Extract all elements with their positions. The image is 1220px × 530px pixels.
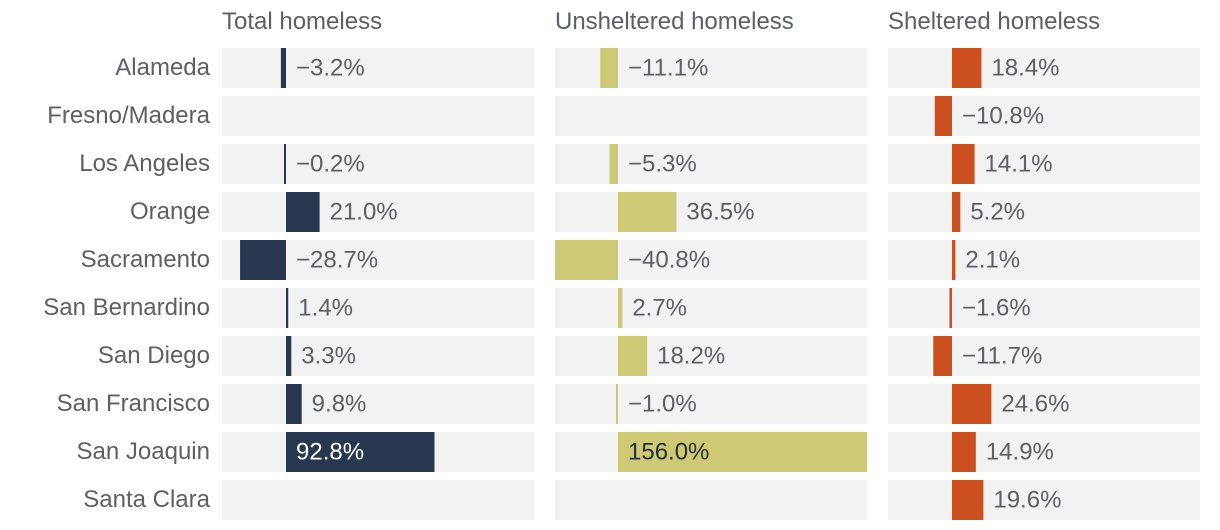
value-label-total-homeless-san-francisco: 9.8% [312, 391, 367, 418]
row-background [555, 192, 867, 232]
row-label-san-joaquin: San Joaquin [76, 438, 210, 465]
row-background [888, 288, 1200, 328]
bar-total-homeless-sacramento [240, 240, 286, 280]
value-label-total-homeless-alameda: −3.2% [296, 55, 365, 82]
value-label-unsheltered-homeless-los-angeles: −5.3% [628, 151, 697, 178]
row-background [888, 48, 1200, 88]
row-label-orange: Orange [129, 198, 210, 225]
row-background [888, 432, 1200, 472]
bar-sheltered-homeless-los-angeles [952, 144, 975, 184]
value-label-unsheltered-homeless-alameda: −11.1% [628, 55, 708, 82]
row-background [222, 288, 534, 328]
value-label-total-homeless-san-bernardino: 1.4% [298, 295, 353, 322]
panel-title-sheltered: Sheltered homeless [888, 8, 1101, 35]
value-label-sheltered-homeless-fresno-madera: −10.8% [962, 103, 1044, 130]
row-background [555, 288, 867, 328]
bar-total-homeless-san-joaquin [286, 432, 435, 472]
row-label-san-francisco: San Francisco [56, 390, 210, 417]
value-label-sheltered-homeless-alameda: 18.4% [991, 55, 1059, 82]
value-label-total-homeless-san-joaquin: 92.8% [296, 439, 364, 466]
row-background [888, 480, 1200, 520]
bar-total-homeless-san-diego [286, 336, 292, 376]
value-label-sheltered-homeless-sacramento: 2.1% [965, 247, 1020, 274]
row-label-alameda: Alameda [115, 54, 210, 81]
bar-sheltered-homeless-alameda [952, 48, 982, 88]
row-background [888, 240, 1200, 280]
bar-unsheltered-homeless-san-diego [618, 336, 648, 376]
row-background [888, 144, 1200, 184]
value-label-sheltered-homeless-orange: 5.2% [970, 199, 1025, 226]
row-background [222, 480, 534, 520]
bar-sheltered-homeless-san-joaquin [952, 432, 976, 472]
row-label-san-diego: San Diego [97, 342, 210, 369]
bar-unsheltered-homeless-san-joaquin [618, 432, 867, 472]
value-label-sheltered-homeless-san-bernardino: −1.6% [962, 295, 1031, 322]
row-background [222, 384, 534, 424]
value-label-total-homeless-orange: 21.0% [330, 199, 398, 226]
value-label-unsheltered-homeless-san-joaquin: 156.0% [628, 439, 709, 466]
value-label-sheltered-homeless-santa-clara: 19.6% [993, 487, 1061, 514]
row-background [555, 384, 867, 424]
bar-sheltered-homeless-san-bernardino [949, 288, 952, 328]
row-background [222, 144, 534, 184]
bar-total-homeless-san-bernardino [286, 288, 289, 328]
value-label-total-homeless-san-diego: 3.3% [301, 343, 356, 370]
bar-unsheltered-homeless-san-bernardino [618, 288, 623, 328]
value-label-unsheltered-homeless-san-francisco: −1.0% [628, 391, 697, 418]
value-label-sheltered-homeless-san-joaquin: 14.9% [986, 439, 1054, 466]
row-label-san-bernardino: San Bernardino [43, 294, 210, 321]
panel-title-total: Total homeless [222, 8, 383, 35]
bar-unsheltered-homeless-los-angeles [609, 144, 618, 184]
row-background [222, 96, 534, 136]
value-label-total-homeless-los-angeles: −0.2% [296, 151, 365, 178]
value-label-total-homeless-sacramento: −28.7% [296, 247, 378, 274]
row-background [555, 336, 867, 376]
row-background [222, 48, 534, 88]
bar-sheltered-homeless-sacramento [952, 240, 956, 280]
row-background [888, 192, 1200, 232]
row-background [222, 336, 534, 376]
value-label-unsheltered-homeless-orange: 36.5% [686, 199, 754, 226]
value-label-unsheltered-homeless-sacramento: −40.8% [628, 247, 710, 274]
row-background [555, 144, 867, 184]
bar-unsheltered-homeless-orange [618, 192, 677, 232]
value-label-unsheltered-homeless-san-bernardino: 2.7% [632, 295, 687, 322]
row-label-sacramento: Sacramento [80, 246, 210, 273]
bar-sheltered-homeless-san-francisco [952, 384, 992, 424]
row-background [555, 480, 867, 520]
bar-total-homeless-san-francisco [286, 384, 302, 424]
panel-title-unsheltered: Unsheltered homeless [555, 8, 794, 35]
row-background [888, 384, 1200, 424]
row-label-fresno-madera: Fresno/Madera [47, 102, 210, 129]
row-background [222, 192, 534, 232]
bar-sheltered-homeless-santa-clara [952, 480, 984, 520]
bar-sheltered-homeless-san-diego [933, 336, 952, 376]
row-label-los-angeles: Los Angeles [79, 150, 210, 177]
row-background [555, 96, 867, 136]
value-label-sheltered-homeless-los-angeles: 14.1% [985, 151, 1053, 178]
bar-total-homeless-los-angeles [284, 144, 286, 184]
row-label-santa-clara: Santa Clara [83, 486, 210, 513]
bar-unsheltered-homeless-san-francisco [616, 384, 618, 424]
bar-total-homeless-orange [286, 192, 320, 232]
bar-unsheltered-homeless-alameda [600, 48, 618, 88]
bar-unsheltered-homeless-sacramento [555, 240, 618, 280]
bar-total-homeless-alameda [280, 48, 286, 88]
value-label-sheltered-homeless-san-francisco: 24.6% [1001, 391, 1069, 418]
value-label-unsheltered-homeless-san-diego: 18.2% [657, 343, 725, 370]
bar-sheltered-homeless-orange [952, 192, 961, 232]
bar-sheltered-homeless-fresno-madera [934, 96, 952, 136]
value-label-sheltered-homeless-san-diego: −11.7% [962, 343, 1042, 370]
